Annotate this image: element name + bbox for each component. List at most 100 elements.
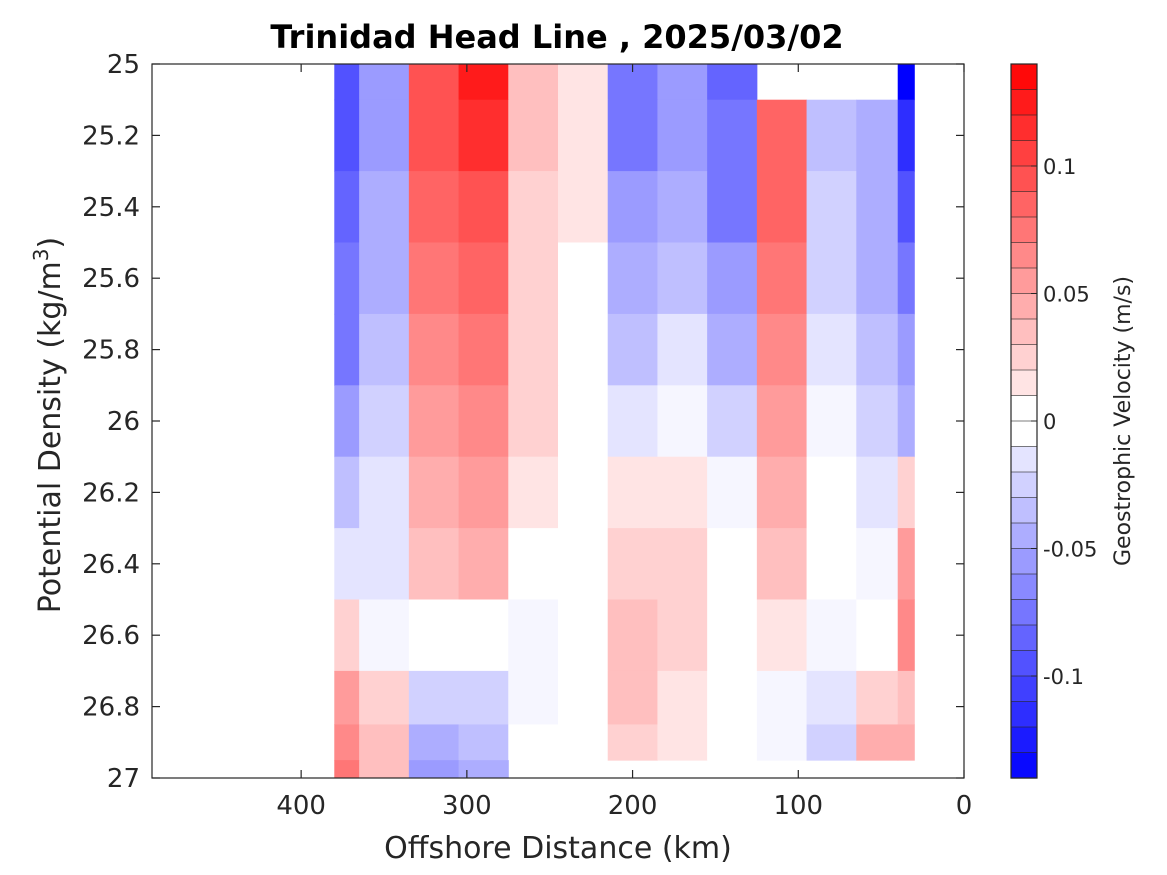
contour-cell	[707, 99, 758, 172]
colorbar-tick-label: 0	[1043, 410, 1056, 434]
y-tick-label: 25	[107, 50, 140, 80]
y-tick-label: 27	[107, 764, 140, 794]
colorbar-band	[1010, 267, 1038, 295]
contour-cell	[897, 670, 915, 725]
x-axis-label: Offshore Distance (km)	[384, 831, 732, 866]
contour-cell	[657, 171, 708, 243]
contour-cell	[756, 456, 808, 529]
colorbar-band	[1010, 675, 1038, 703]
contour-cell	[508, 456, 559, 529]
colorbar-band	[1010, 624, 1038, 652]
contour-cell	[897, 724, 915, 761]
contour-cell	[856, 599, 899, 672]
contour-cell	[657, 313, 708, 386]
colorbar: 0.1 0.05 0 -0.05 -0.1 Geostrophic Velocity (…	[1010, 63, 1136, 779]
contour-cell	[558, 456, 609, 529]
colorbar-band	[1010, 216, 1038, 244]
contour-cell	[897, 456, 915, 529]
contour-cell	[897, 171, 915, 243]
contour-cell	[408, 528, 460, 600]
x-tick-label: 300	[442, 791, 492, 821]
contour-cell	[856, 456, 899, 529]
contour-cell	[558, 599, 609, 672]
contour-cell	[856, 670, 899, 725]
contour-cell	[408, 313, 460, 386]
colorbar-band	[1010, 191, 1038, 218]
contour-cell	[607, 171, 658, 243]
contour-cell	[897, 64, 915, 101]
contour-cell	[334, 64, 360, 101]
colorbar-band	[1010, 752, 1038, 779]
contour-cell	[756, 242, 808, 315]
contour-cell	[806, 99, 857, 172]
contour-cell	[359, 599, 410, 672]
contour-cell	[359, 760, 410, 779]
contour-cell	[607, 599, 658, 672]
contour-cell	[806, 456, 857, 529]
contour-cell	[359, 99, 410, 172]
contour-cell	[458, 385, 509, 458]
colorbar-tick-label: -0.05	[1043, 538, 1097, 562]
contour-cell	[334, 528, 360, 600]
y-tick-label: 26.8	[82, 693, 140, 723]
contour-cell	[806, 385, 857, 458]
plot-area: 400 300 200 100 0 25 25.2 25.4 25.6 25.8 26 26.2 26…	[82, 50, 972, 821]
x-tick-label: 400	[276, 791, 326, 821]
contour-cell	[756, 171, 808, 243]
contour-cell	[806, 670, 857, 725]
contour-cell	[707, 599, 758, 672]
contour-cell	[897, 385, 915, 458]
contour-cell	[607, 724, 658, 761]
contour-cell	[334, 242, 360, 315]
contour-cell	[856, 171, 899, 243]
contour-cell	[334, 171, 360, 243]
colorbar-band	[1010, 165, 1038, 193]
contour-cell	[334, 760, 360, 779]
contour-cell	[806, 242, 857, 315]
contour-cell	[607, 670, 658, 725]
contour-cell	[607, 528, 658, 600]
contour-cell	[359, 670, 410, 725]
contour-cell	[806, 599, 857, 672]
contour-cell	[508, 670, 559, 725]
contour-cell	[334, 456, 360, 529]
colorbar-band	[1010, 522, 1038, 550]
colorbar-band	[1010, 369, 1038, 397]
contour-cell	[707, 724, 758, 761]
contour-cell	[334, 670, 360, 725]
colorbar-band	[1010, 497, 1038, 524]
contour-cell	[756, 528, 808, 600]
y-axis-label-main: Potential Density (kg/m	[33, 261, 68, 613]
colorbar-tick-label: 0.1	[1043, 155, 1076, 179]
contour-cell	[558, 528, 609, 600]
contour-cell	[756, 313, 808, 386]
contour-cell	[359, 385, 410, 458]
contour-field	[334, 64, 915, 779]
contour-cell	[856, 242, 899, 315]
contour-cell	[408, 99, 460, 172]
contour-cell	[359, 64, 410, 101]
contour-cell	[458, 64, 509, 101]
contour-cell	[408, 64, 460, 101]
contour-cell	[856, 99, 899, 172]
contour-cell	[657, 456, 708, 529]
contour-cell	[856, 385, 899, 458]
contour-cell	[558, 313, 609, 386]
contour-cell	[607, 313, 658, 386]
contour-cell	[756, 724, 808, 761]
contour-cell	[334, 99, 360, 172]
contour-cell	[707, 171, 758, 243]
colorbar-band	[1010, 548, 1038, 575]
y-tick-label: 26	[107, 407, 140, 437]
contour-cell	[334, 599, 360, 672]
contour-cell	[756, 670, 808, 725]
y-tick-label: 26.6	[82, 621, 140, 651]
contour-cell	[458, 171, 509, 243]
colorbar-band	[1010, 471, 1038, 499]
colorbar-band	[1010, 344, 1038, 371]
colorbar-band	[1010, 650, 1038, 677]
contour-cell	[657, 99, 708, 172]
contour-cell	[508, 313, 559, 386]
contour-cell	[607, 385, 658, 458]
contour-cell	[806, 724, 857, 761]
